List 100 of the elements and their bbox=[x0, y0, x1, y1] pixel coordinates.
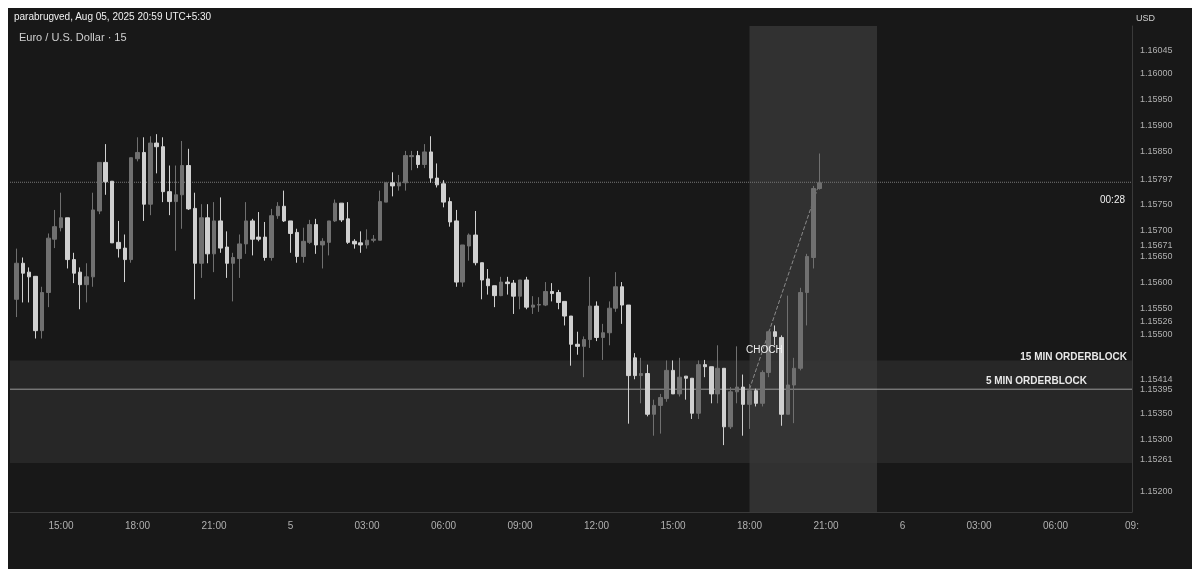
candlestick bbox=[480, 262, 484, 300]
candlestick bbox=[154, 133, 159, 174]
candlestick bbox=[448, 196, 452, 228]
y-tick-label: 1.15650 bbox=[1140, 250, 1173, 261]
y-tick-label: 1.15526 bbox=[1140, 315, 1173, 326]
candlestick bbox=[237, 234, 242, 279]
candlestick bbox=[193, 192, 197, 300]
candlestick bbox=[21, 257, 25, 303]
y-axis-title: USD bbox=[1136, 12, 1156, 23]
candlestick bbox=[78, 266, 82, 310]
x-tick-label: 03:00 bbox=[354, 519, 380, 531]
candlestick bbox=[531, 295, 535, 315]
ref-line-label: 5 MIN ORDERBLOCK bbox=[985, 374, 1088, 386]
chart-title: Euro / U.S. Dollar · 15 bbox=[19, 30, 127, 43]
candlestick bbox=[142, 136, 146, 222]
candlestick bbox=[14, 248, 19, 318]
candlestick bbox=[773, 324, 777, 346]
candlestick bbox=[59, 192, 63, 232]
candlestick bbox=[518, 279, 522, 310]
candlestick bbox=[684, 375, 688, 401]
y-tick-label: 1.15850 bbox=[1140, 146, 1173, 157]
y-tick-label: 1.15950 bbox=[1140, 94, 1173, 105]
candlestick bbox=[320, 237, 325, 269]
candlestick bbox=[72, 252, 76, 284]
candlestick bbox=[569, 315, 573, 367]
candlestick bbox=[441, 179, 446, 208]
candlestick bbox=[263, 221, 267, 262]
candlestick bbox=[786, 295, 790, 415]
candlestick bbox=[269, 208, 274, 262]
candlestick bbox=[244, 201, 248, 255]
candlestick bbox=[231, 252, 235, 302]
candlestick bbox=[91, 192, 95, 288]
y-tick-label: 1.15600 bbox=[1140, 277, 1173, 288]
candlestick bbox=[671, 359, 675, 395]
candlestick bbox=[65, 217, 70, 269]
candlestick bbox=[715, 344, 720, 404]
candlestick bbox=[633, 352, 637, 380]
y-tick-label: 1.15700 bbox=[1140, 224, 1173, 235]
candlestick bbox=[703, 359, 707, 378]
candlestick bbox=[645, 364, 650, 417]
candlestick bbox=[473, 210, 478, 266]
candlestick bbox=[378, 190, 382, 241]
y-tick-label: 1.16045 bbox=[1140, 44, 1173, 55]
candlestick bbox=[601, 323, 605, 361]
x-tick-label: 21:00 bbox=[201, 519, 227, 531]
candlestick bbox=[792, 357, 796, 424]
annotation: 00:28 bbox=[1100, 193, 1126, 205]
candlestick bbox=[429, 135, 433, 184]
candlestick bbox=[735, 345, 739, 404]
candlestick bbox=[492, 285, 497, 308]
candlestick bbox=[588, 276, 592, 349]
text: parabrugved, Aug 05, 2025 20:59 UTC+5:30 bbox=[14, 10, 212, 22]
x-tick-label: 12:00 bbox=[583, 519, 610, 531]
candlestick bbox=[499, 276, 503, 297]
x-tick-label: 15:00 bbox=[48, 519, 74, 531]
candlestick bbox=[454, 209, 459, 288]
candlestick bbox=[135, 136, 140, 162]
candlestick bbox=[40, 286, 44, 339]
candlestick bbox=[805, 253, 809, 326]
candlestick bbox=[110, 180, 114, 244]
candlestick bbox=[747, 383, 752, 430]
y-tick-label: 1.15350 bbox=[1140, 407, 1173, 418]
x-tick-label: 03:00 bbox=[966, 519, 992, 531]
candlestick bbox=[205, 203, 210, 264]
candlestick bbox=[218, 196, 223, 254]
candlestick bbox=[460, 244, 465, 288]
y-tick-label: 1.15550 bbox=[1140, 303, 1173, 314]
candlestick bbox=[709, 366, 714, 404]
candlestick bbox=[798, 287, 803, 371]
candlestick bbox=[422, 143, 427, 169]
candlestick bbox=[225, 230, 229, 279]
candlestick bbox=[537, 296, 541, 313]
candlestick bbox=[84, 262, 89, 303]
candlestick bbox=[486, 268, 490, 296]
candlestick bbox=[467, 232, 471, 262]
candlestick bbox=[288, 220, 293, 254]
y-tick-label: 1.16000 bbox=[1140, 68, 1173, 79]
candlestick bbox=[690, 377, 694, 420]
candlestick bbox=[27, 266, 31, 303]
candlestick bbox=[550, 282, 554, 302]
candlestick bbox=[575, 331, 580, 356]
y-tick-label: 1.15200 bbox=[1140, 486, 1173, 497]
candlestick bbox=[754, 388, 758, 407]
candlestick bbox=[199, 203, 204, 279]
candlestick bbox=[741, 374, 745, 437]
candlestick bbox=[639, 357, 643, 404]
x-tick-label: 09: bbox=[1125, 519, 1139, 531]
x-tick-label: 09:00 bbox=[507, 519, 533, 531]
candlestick bbox=[282, 190, 286, 223]
candlestick bbox=[116, 220, 121, 258]
x-tick-label: 6 bbox=[899, 519, 906, 531]
candlestick bbox=[295, 228, 299, 264]
candlestick bbox=[346, 201, 350, 245]
y-tick-label: 1.15671 bbox=[1140, 239, 1173, 250]
candlestick bbox=[652, 399, 656, 437]
x-tick-label: 06:00 bbox=[1042, 519, 1069, 531]
candlestick bbox=[365, 228, 369, 250]
candlestick bbox=[212, 201, 216, 273]
y-tick-label: 1.15395 bbox=[1140, 384, 1173, 395]
candlestick bbox=[543, 281, 548, 307]
